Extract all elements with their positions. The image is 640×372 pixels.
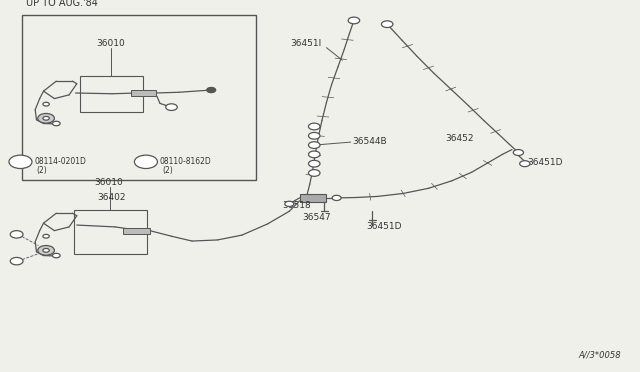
Circle shape bbox=[38, 246, 54, 255]
Circle shape bbox=[9, 155, 32, 169]
Text: UP TO AUG.'84: UP TO AUG.'84 bbox=[26, 0, 97, 8]
Circle shape bbox=[520, 161, 530, 167]
Circle shape bbox=[513, 150, 524, 155]
Text: 36451I: 36451I bbox=[290, 39, 321, 48]
Circle shape bbox=[207, 87, 216, 93]
Text: 36518: 36518 bbox=[282, 201, 311, 210]
Circle shape bbox=[166, 104, 177, 110]
Circle shape bbox=[52, 253, 60, 258]
Circle shape bbox=[38, 113, 54, 123]
Circle shape bbox=[43, 234, 49, 238]
Text: (2): (2) bbox=[162, 166, 173, 174]
Circle shape bbox=[332, 195, 341, 201]
Bar bbox=[123, 228, 150, 234]
Circle shape bbox=[308, 142, 320, 148]
Text: 36544B: 36544B bbox=[352, 137, 387, 146]
Text: A//3*0058: A//3*0058 bbox=[578, 350, 621, 359]
Circle shape bbox=[43, 248, 49, 252]
Bar bbox=[300, 194, 326, 202]
Text: 36547: 36547 bbox=[302, 213, 331, 222]
Text: 36402: 36402 bbox=[97, 193, 126, 202]
Circle shape bbox=[381, 21, 393, 28]
Circle shape bbox=[52, 121, 60, 126]
Bar bbox=[74, 210, 147, 254]
Circle shape bbox=[10, 257, 23, 265]
Text: 08114-0201D: 08114-0201D bbox=[35, 157, 86, 166]
Text: (2): (2) bbox=[36, 166, 47, 174]
Circle shape bbox=[308, 123, 320, 130]
Text: 36010: 36010 bbox=[96, 39, 125, 48]
Text: 36452: 36452 bbox=[445, 134, 474, 142]
Bar bbox=[80, 76, 143, 112]
Bar bbox=[131, 90, 156, 96]
Text: B: B bbox=[17, 157, 24, 166]
Text: 08110-8162D: 08110-8162D bbox=[160, 157, 212, 166]
Text: 36451D: 36451D bbox=[366, 222, 401, 231]
Circle shape bbox=[308, 132, 320, 139]
Circle shape bbox=[308, 160, 320, 167]
Circle shape bbox=[308, 151, 320, 158]
Circle shape bbox=[348, 17, 360, 24]
Text: B: B bbox=[143, 157, 149, 166]
Text: 36010: 36010 bbox=[94, 178, 123, 187]
Circle shape bbox=[285, 201, 294, 206]
Circle shape bbox=[43, 116, 49, 120]
Circle shape bbox=[308, 170, 320, 176]
Circle shape bbox=[43, 102, 49, 106]
Bar bbox=[22, 15, 256, 180]
Circle shape bbox=[134, 155, 157, 169]
Text: 36451D: 36451D bbox=[527, 158, 563, 167]
Circle shape bbox=[10, 231, 23, 238]
